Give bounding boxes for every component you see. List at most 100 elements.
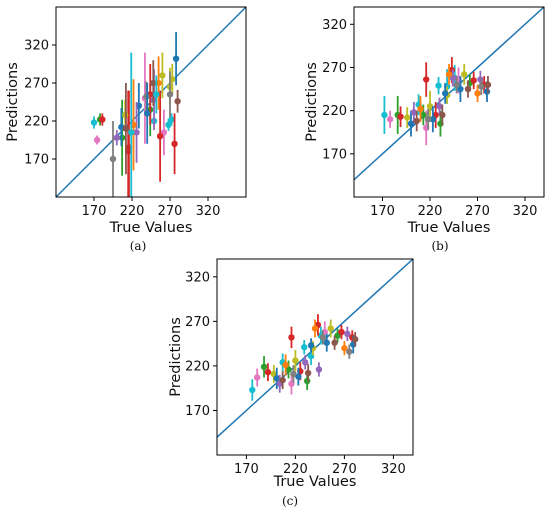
data-point (99, 116, 106, 123)
axes-frame (216, 258, 414, 456)
data-point (319, 334, 327, 341)
panel-caption: (c) (282, 494, 298, 508)
data-point (327, 325, 334, 332)
data-point (386, 116, 394, 123)
data-point (338, 328, 345, 336)
x-tick-label: 320 (381, 462, 406, 477)
data-point (264, 368, 272, 376)
x-tick-label: 270 (158, 204, 183, 219)
data-point (288, 334, 295, 341)
axes-frame (353, 6, 545, 198)
data-point (303, 377, 311, 385)
data-point (165, 121, 172, 128)
x-axis-label: True Values (273, 474, 357, 490)
data-point (292, 357, 299, 364)
data-point (410, 109, 418, 116)
data-point (307, 342, 315, 349)
data-point (470, 77, 477, 84)
y-tick-label: 220 (24, 115, 49, 130)
plot-area (217, 259, 413, 439)
y-tick-label: 220 (185, 359, 210, 374)
data-point (483, 88, 491, 95)
data-point (109, 155, 117, 163)
data-point (168, 116, 175, 123)
y-tick-label: 270 (185, 315, 210, 330)
x-tick-label: 170 (234, 462, 259, 477)
data-point (301, 344, 308, 351)
data-point (397, 113, 404, 120)
data-point (90, 119, 98, 126)
x-axis-label: True Values (407, 220, 491, 236)
y-tick-label: 220 (322, 104, 347, 119)
y-tick-label: 270 (322, 61, 347, 76)
data-point (484, 81, 492, 88)
data-point (150, 79, 157, 87)
data-point (461, 71, 468, 78)
data-point (315, 366, 323, 373)
panel-caption: (b) (431, 239, 448, 253)
data-point (435, 82, 442, 89)
data-point (417, 105, 424, 113)
data-point (249, 386, 256, 394)
x-tick-label: 320 (513, 204, 538, 219)
plot-area (354, 7, 544, 181)
x-tick-label: 220 (283, 462, 308, 477)
y-tick-label: 270 (24, 77, 49, 92)
data-point (464, 85, 472, 93)
y-tick-label: 320 (322, 18, 347, 33)
data-point (159, 72, 166, 79)
data-point (424, 116, 432, 123)
y-tick-label: 320 (185, 270, 210, 285)
data-point (113, 134, 121, 141)
x-tick-label: 170 (82, 204, 107, 219)
data-point (171, 140, 178, 147)
x-tick-label: 270 (465, 204, 490, 219)
y-axis-label: Predictions (304, 62, 320, 142)
data-point (302, 359, 309, 366)
data-point (426, 103, 434, 110)
data-point (429, 116, 437, 123)
data-point (331, 339, 338, 346)
data-point (478, 83, 485, 90)
data-point (144, 110, 151, 117)
data-point (153, 91, 160, 98)
data-point (93, 136, 101, 144)
data-point (128, 129, 135, 136)
data-point (273, 375, 280, 382)
data-point (344, 330, 351, 338)
data-point (436, 103, 443, 110)
x-tick-label: 170 (370, 204, 395, 219)
y-tick-label: 170 (24, 153, 49, 168)
data-point (407, 120, 415, 127)
data-point (341, 344, 348, 352)
panel-caption: (a) (130, 239, 147, 253)
chart-panel-2: 170 220 270 320 170 220 270 320 True Values Predi… (304, 6, 545, 253)
data-point (423, 76, 430, 83)
data-point (439, 111, 446, 119)
data-point (295, 373, 302, 380)
data-point (282, 361, 289, 369)
data-point (346, 348, 353, 355)
data-point (279, 376, 286, 384)
data-point (133, 129, 140, 136)
y-tick-label: 170 (322, 147, 347, 162)
data-point (172, 55, 180, 62)
x-tick-label: 320 (196, 204, 221, 219)
data-point (404, 114, 411, 121)
data-point (174, 98, 181, 105)
data-point (420, 111, 427, 119)
axes-frame (55, 6, 247, 198)
data-point (477, 76, 484, 83)
data-point (260, 363, 268, 370)
data-point (457, 85, 464, 93)
data-point (474, 90, 481, 97)
data-point (253, 374, 261, 381)
data-point (445, 71, 453, 78)
x-axis-label: True Values (109, 220, 193, 236)
x-tick-label: 270 (332, 462, 357, 477)
x-tick-label: 220 (418, 204, 443, 219)
plot-area (56, 7, 246, 197)
data-point (442, 90, 449, 97)
